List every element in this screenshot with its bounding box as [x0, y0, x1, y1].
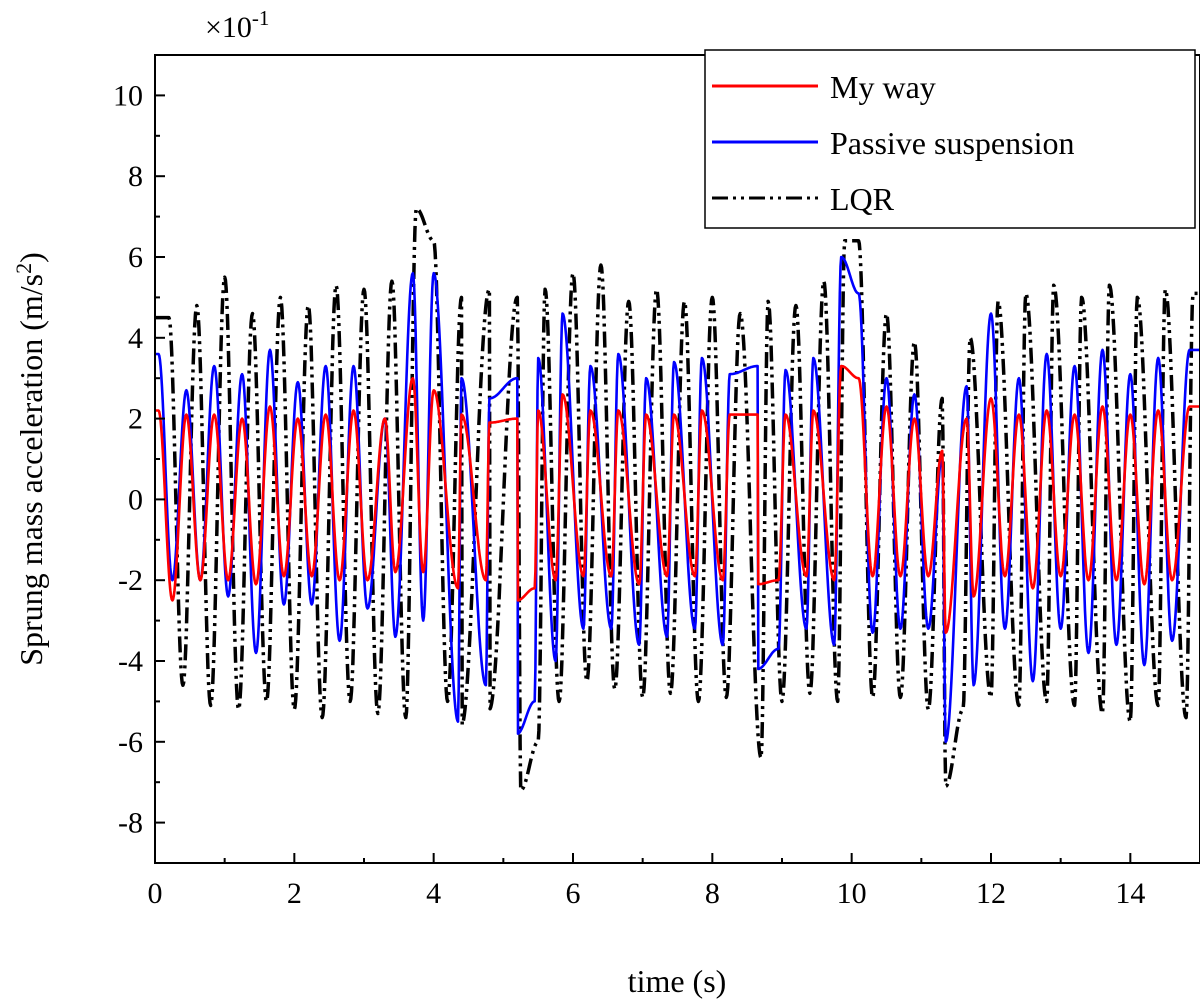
y-multiplier-base: ×10 [205, 11, 252, 44]
ticks-layer: 0 2 4 6 8 10 12 14 -8 -6 -4 -2 0 2 4 6 8 10 [113, 79, 1145, 910]
y-axis-title-superscript: 2 [11, 263, 36, 274]
x-tick-label: 6 [566, 877, 581, 910]
legend-label-my-way: My way [830, 69, 936, 105]
x-tick-label: 12 [976, 877, 1006, 910]
series-line-lqr [155, 206, 1200, 793]
y-multiplier-exponent: -1 [252, 6, 270, 30]
y-axis-title: Sprung mass acceleration (m/s2) [11, 252, 49, 666]
x-axis-title: time (s) [628, 963, 727, 999]
legend-label-passive-suspension: Passive suspension [830, 125, 1074, 161]
legend: My way Passive suspension LQR [704, 49, 1196, 229]
y-axis-title-suffix: ) [13, 252, 49, 263]
y-tick-label: 2 [128, 403, 143, 436]
x-tick-label: 2 [287, 877, 302, 910]
y-tick-label: 6 [128, 241, 143, 274]
series-line-my-way [155, 364, 1200, 634]
y-tick-label: 8 [128, 160, 143, 193]
y-axis-title-main: Sprung mass acceleration (m/s [13, 274, 49, 666]
y-multiplier: ×10-1 [205, 6, 269, 44]
y-tick-label: -4 [118, 645, 143, 678]
series-line-passive-suspension [155, 255, 1200, 744]
x-tick-label: 10 [837, 877, 867, 910]
x-tick-label: 0 [148, 877, 163, 910]
x-tick-label: 14 [1115, 877, 1145, 910]
y-tick-label: -2 [118, 564, 143, 597]
series-layer [155, 206, 1200, 793]
y-tick-label: 10 [113, 79, 143, 112]
y-tick-label: -8 [118, 807, 143, 840]
y-tick-label: 4 [128, 322, 143, 355]
y-tick-label: 0 [128, 483, 143, 516]
x-tick-label: 8 [705, 877, 720, 910]
x-tick-label: 4 [426, 877, 441, 910]
y-tick-label: -6 [118, 726, 143, 759]
legend-label-lqr: LQR [830, 181, 895, 217]
